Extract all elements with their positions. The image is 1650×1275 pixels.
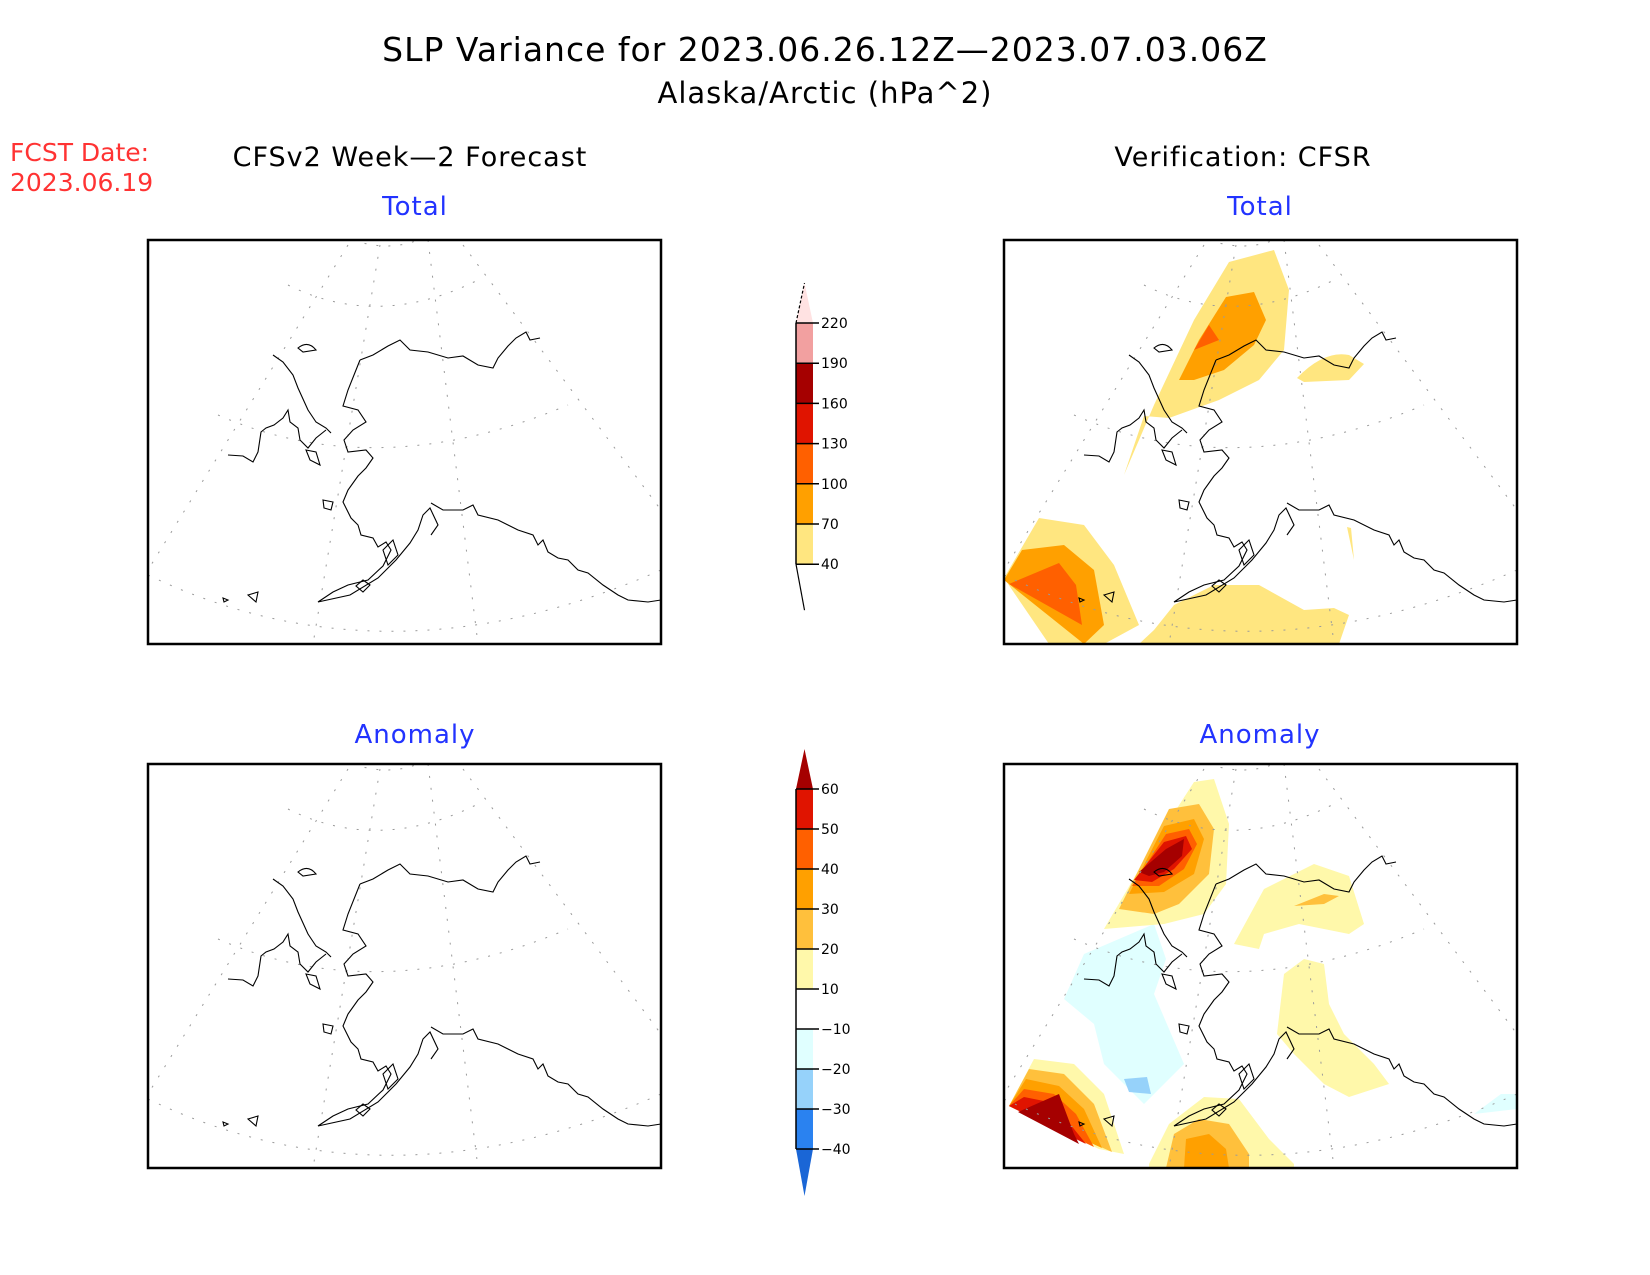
colorbar-band [796, 1069, 813, 1109]
panel-verification-total [1002, 238, 1519, 646]
shade-gt-60 [1018, 1094, 1079, 1144]
panel-frame [1002, 238, 1519, 646]
panel-background [148, 240, 661, 644]
colorbar-tick-label: 40 [821, 557, 839, 573]
panel-title-verification-anomaly: Anomaly [1199, 720, 1321, 750]
colorbar-band [796, 363, 813, 404]
colorbar-tick-label: 20 [821, 942, 839, 958]
shade-40-70 [1297, 354, 1364, 382]
panel-forecast-total [146, 238, 663, 646]
shading-layer [1009, 779, 1517, 1168]
shade-70-100 [1179, 292, 1266, 380]
colorbar-arrow-bottom [796, 564, 813, 611]
colorbar-tick-label: −30 [821, 1102, 851, 1118]
panel-frame [1002, 762, 1519, 1170]
panel-title-forecast-total: Total [382, 192, 448, 222]
colorbar-band [796, 989, 813, 1029]
shade-30-40 [1184, 1134, 1229, 1168]
colorbar-band [796, 949, 813, 989]
shade-10-20 [1234, 864, 1364, 949]
colorbar-band [796, 1109, 813, 1149]
colorbar-tick-label: −40 [821, 1142, 851, 1158]
colorbar-tick-label: 190 [821, 356, 848, 372]
shade-gt-60 [1139, 839, 1184, 876]
colorbar-tick-label: 220 [821, 316, 848, 332]
colorbar-tick-label: 100 [821, 477, 848, 493]
colorbar-tick-label: 60 [821, 782, 839, 798]
shade-20-30 [1294, 894, 1339, 906]
shade-100-130 [1194, 325, 1219, 350]
shade-40-70 [1347, 527, 1354, 560]
shade-neg-20 [1124, 1077, 1151, 1094]
forecast-column-title: CFSv2 Week—2 Forecast [232, 142, 588, 173]
colorbar-tick-label: −10 [821, 1022, 851, 1038]
main-title: SLP Variance for 2023.06.26.12Z—2023.07.… [382, 30, 1268, 69]
verification-column-title: Verification: CFSR [1114, 142, 1372, 173]
shade-neg-10 [1474, 1094, 1517, 1114]
colorbar-band [796, 1029, 813, 1069]
colorbar-band [796, 789, 813, 829]
colorbar-band [796, 443, 813, 484]
panel-frame [146, 762, 663, 1170]
colorbar-tick-label: 70 [821, 517, 839, 533]
colorbar-tick-label: 130 [821, 437, 848, 453]
fcst-date-value: 2023.06.19 [10, 168, 154, 197]
colorbar-tick-label: 10 [821, 982, 839, 998]
colorbar-band [796, 829, 813, 869]
panel-title-verification-total: Total [1227, 192, 1293, 222]
panel-forecast-anomaly [146, 762, 663, 1170]
colorbar-arrow-top [796, 749, 813, 789]
shade-10-20 [1277, 959, 1389, 1097]
fcst-date-block: FCST Date: 2023.06.19 [10, 138, 153, 198]
colorbar-band [796, 869, 813, 909]
panel-frame [146, 238, 663, 646]
colorbar-arrow-outline [795, 564, 806, 611]
main-subtitle: Alaska/Arctic (hPa^2) [657, 76, 993, 110]
fcst-date-label: FCST Date: [10, 138, 150, 167]
colorbar-band [796, 524, 813, 565]
colorbar-tick-label: 50 [821, 822, 839, 838]
colorbar-arrow-outline [795, 282, 806, 324]
shade-neg-10 [1064, 924, 1184, 1104]
colorbar-tick-label: 30 [821, 902, 839, 918]
colorbar-anomaly: −40 −30 −20 −10 10 20 30 40 50 60 [795, 749, 851, 1196]
colorbar-tick-label: −20 [821, 1062, 851, 1078]
shade-100-130 [1009, 563, 1082, 625]
colorbar-band [796, 909, 813, 949]
panel-background [148, 764, 661, 1168]
colorbar-tick-label: 160 [821, 396, 848, 412]
colorbar-band [796, 403, 813, 444]
panel-title-forecast-anomaly: Anomaly [354, 720, 476, 750]
colorbar-band [796, 483, 813, 524]
panel-verification-anomaly [1002, 762, 1519, 1170]
colorbar-band [796, 323, 813, 364]
colorbar-arrow-bottom [796, 1149, 813, 1196]
colorbar-arrow-top [796, 283, 813, 323]
colorbar-total: 40 70 100 130 160 190 220 [795, 282, 848, 611]
colorbar-tick-label: 40 [821, 862, 839, 878]
